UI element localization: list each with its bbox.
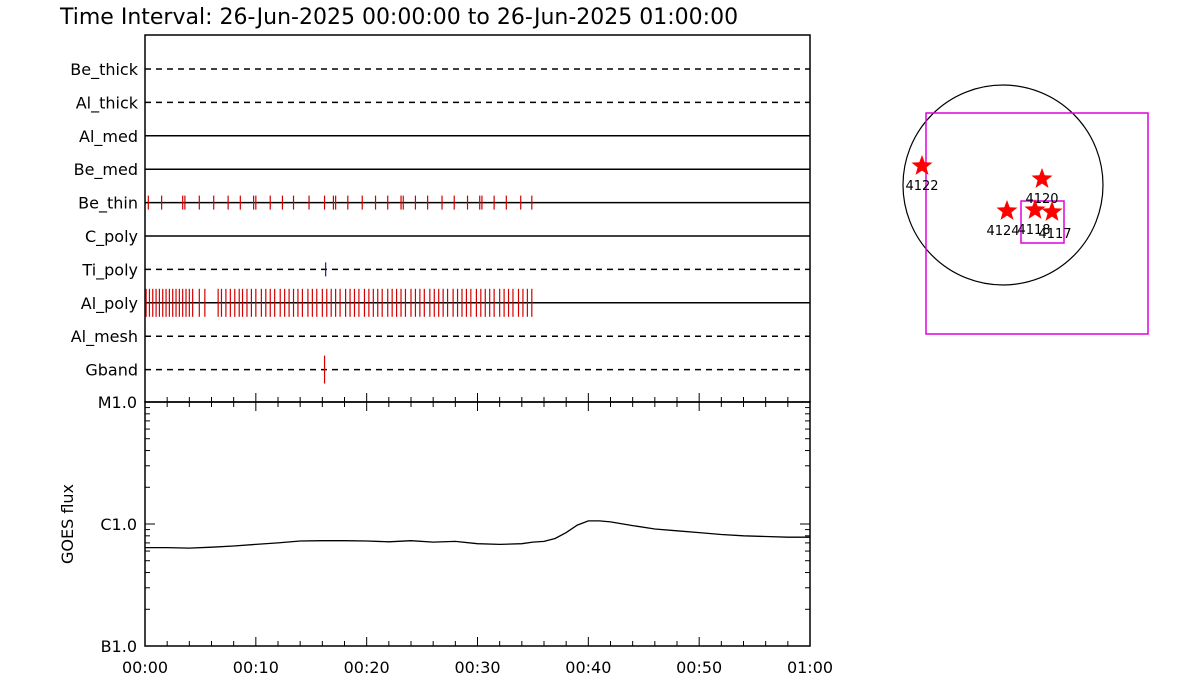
y-tick-label: M1.0 xyxy=(98,393,137,412)
event-timeline-panel: Be_thick Al_thick Al_med Be_med Be_thin C_pol… xyxy=(70,34,811,403)
field-of-view-box xyxy=(925,112,1149,335)
x-tick-label: 00:00 xyxy=(122,658,168,677)
goes-flux-line xyxy=(145,520,810,549)
region-marker-4122 xyxy=(911,155,933,175)
timeline-frame xyxy=(144,34,811,403)
y-axis-label: GOES flux xyxy=(58,484,77,564)
region-label-4122: 4122 xyxy=(905,179,938,194)
y-tick-label: B1.0 xyxy=(101,637,137,656)
x-tick-label: 00:10 xyxy=(233,658,279,677)
region-marker-4118 xyxy=(1024,199,1046,219)
region-marker-4120 xyxy=(1031,168,1053,188)
x-tick-label: 00:20 xyxy=(344,658,390,677)
row-label-al-mesh: Al_mesh xyxy=(71,327,138,347)
row-label-c-poly: C_poly xyxy=(85,227,138,247)
x-tick-label: 00:30 xyxy=(454,658,500,677)
region-label-4117: 4117 xyxy=(1038,227,1071,242)
row-label-gband: Gband xyxy=(85,361,138,380)
region-label-4120: 4120 xyxy=(1025,192,1058,207)
goes-frame xyxy=(144,401,811,647)
region-label-4118: 4118 xyxy=(1017,223,1050,238)
row-label-ti-poly: Ti_poly xyxy=(81,260,138,280)
x-tick-label: 01:00 xyxy=(787,658,833,677)
row-label-al-poly: Al_poly xyxy=(81,294,138,314)
row-label-be-thick: Be_thick xyxy=(70,60,138,80)
solar-disk-circle xyxy=(902,84,1104,286)
row-label-al-med: Al_med xyxy=(79,127,138,147)
row-label-al-thick: Al_thick xyxy=(76,93,139,113)
region-marker-4117 xyxy=(1041,201,1063,221)
goes-flux-panel: 00:00 00:10 00:20 00:30 00:40 00:50 01:00 M1.0 C… xyxy=(58,393,833,677)
flare-region-box xyxy=(1020,200,1065,244)
x-tick-label: 00:50 xyxy=(676,658,722,677)
row-label-be-thin: Be_thin xyxy=(78,194,138,214)
region-label-4124: 4124 xyxy=(986,224,1019,239)
x-tick-label: 00:40 xyxy=(565,658,611,677)
plot-title: Time Interval: 26-Jun-2025 00:00:00 to 2… xyxy=(59,5,738,30)
y-tick-label: C1.0 xyxy=(100,515,137,534)
region-marker-4124 xyxy=(996,200,1018,220)
row-label-be-med: Be_med xyxy=(74,160,138,180)
